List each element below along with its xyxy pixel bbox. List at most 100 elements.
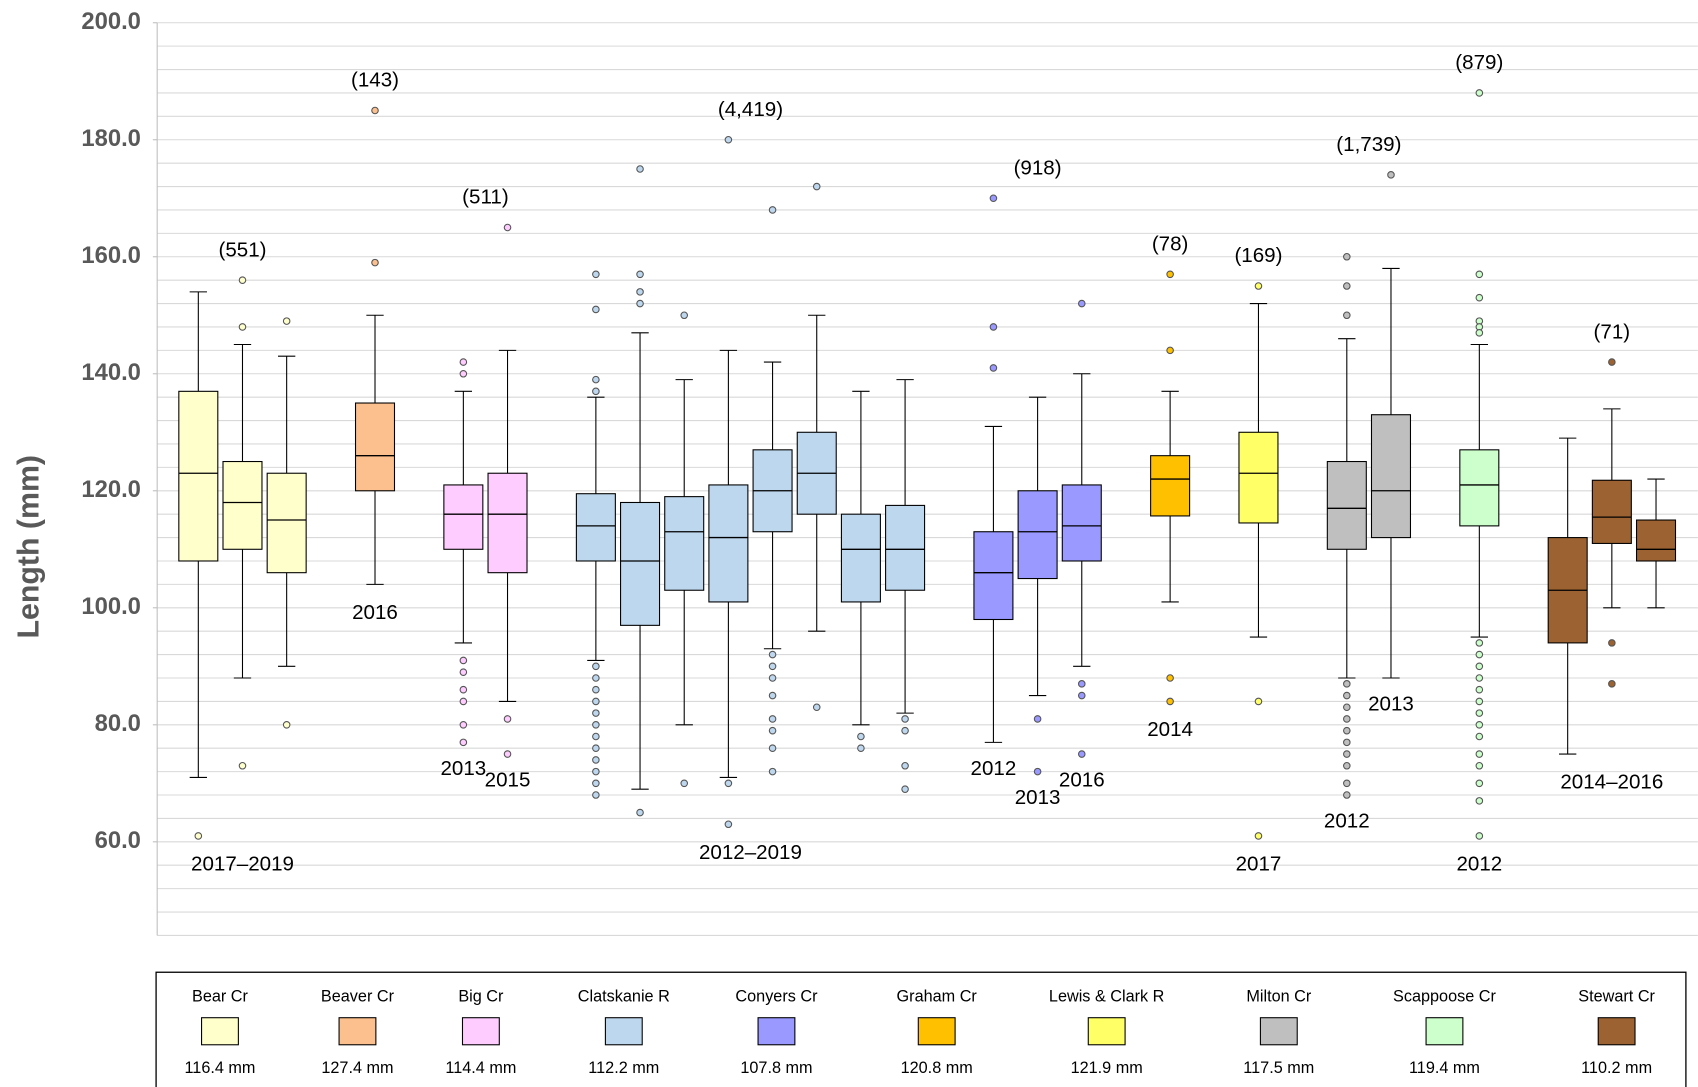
year-label: 2012 [971, 757, 1017, 780]
box [1017, 490, 1058, 580]
year-label: 2017 [1236, 853, 1282, 876]
legend-swatch [1259, 1017, 1298, 1046]
y-tick-label: 200.0 [81, 8, 141, 35]
box [354, 402, 396, 492]
outlier [812, 182, 821, 191]
outlier [989, 194, 998, 203]
outlier [592, 744, 600, 752]
box [487, 472, 528, 574]
outlier [1608, 680, 1616, 688]
year-label: 2017–2019 [191, 853, 294, 876]
outlier [1475, 685, 1484, 694]
year-label: 2016 [352, 601, 398, 624]
outlier [503, 750, 512, 758]
outlier [1343, 738, 1351, 747]
legend-name: Bear Cr [192, 987, 249, 1005]
outlier [592, 685, 600, 694]
outlier [459, 369, 468, 378]
count-label: (4,419) [718, 98, 783, 121]
outlier [1077, 691, 1086, 700]
year-label: 2012 [1324, 810, 1370, 833]
outlier [1166, 697, 1174, 706]
outlier [636, 165, 644, 173]
outlier [238, 276, 247, 284]
outlier [680, 779, 689, 788]
outlier [459, 656, 468, 665]
outlier [459, 738, 468, 747]
legend-summary: 119.4 mm [1409, 1059, 1480, 1077]
legend-summary: 120.8 mm [901, 1059, 973, 1077]
outlier [459, 668, 468, 676]
count-label: (551) [218, 238, 266, 261]
box [1370, 414, 1412, 539]
outlier [768, 767, 777, 776]
outlier [1343, 680, 1351, 688]
outlier [1475, 89, 1484, 97]
year-label: 2013 [1368, 693, 1414, 716]
outlier [1475, 761, 1484, 770]
outlier [1077, 750, 1086, 758]
box [1326, 460, 1367, 550]
year-label: 2016 [1059, 769, 1105, 792]
outlier [1033, 767, 1042, 776]
outlier [1475, 779, 1484, 788]
count-label: (143) [351, 69, 399, 92]
outlier [592, 674, 600, 682]
outlier [592, 756, 600, 764]
legend-swatch [1087, 1017, 1126, 1046]
year-label: 2013 [440, 757, 486, 780]
box [222, 460, 263, 550]
outlier [1475, 639, 1484, 647]
outlier [768, 650, 777, 659]
y-axis-title: Length (mm) [13, 455, 46, 638]
legend-summary: 127.4 mm [321, 1059, 393, 1077]
legend-name: Clatskanie R [578, 987, 670, 1005]
outlier [1475, 721, 1484, 729]
outlier [1077, 299, 1086, 308]
box [178, 390, 219, 562]
outlier [724, 820, 733, 829]
outlier [459, 721, 468, 729]
legend-summary: 121.9 mm [1071, 1059, 1143, 1077]
outlier [1343, 252, 1351, 261]
legend-name: Beaver Cr [321, 987, 395, 1005]
outlier [1387, 171, 1395, 179]
outlier [592, 709, 600, 717]
legend-summary: 110.2 mm [1581, 1059, 1652, 1077]
outlier [680, 311, 689, 320]
box [1238, 431, 1279, 524]
legend-summary: 107.8 mm [740, 1059, 812, 1077]
outlier [636, 270, 644, 279]
outlier [1608, 358, 1616, 366]
outlier [989, 364, 998, 372]
outlier [371, 106, 379, 115]
outlier [768, 662, 777, 671]
outlier [371, 258, 379, 267]
outlier [592, 721, 600, 729]
box [1061, 484, 1102, 562]
year-label: 2014 [1147, 718, 1193, 741]
outlier [768, 674, 777, 682]
outlier [1254, 832, 1263, 840]
box [1635, 519, 1677, 562]
outlier [1475, 329, 1484, 337]
outlier [282, 317, 291, 325]
outlier [1475, 732, 1484, 741]
legend-name: Graham Cr [897, 987, 978, 1005]
outlier [592, 270, 600, 279]
outlier [768, 715, 777, 723]
count-label: (1,739) [1336, 133, 1401, 156]
outlier [857, 744, 865, 752]
outlier [1343, 761, 1351, 770]
box [620, 501, 661, 626]
box [1459, 449, 1500, 527]
outlier [1033, 715, 1042, 723]
outlier [1166, 270, 1174, 279]
outlier [1343, 311, 1351, 320]
box [1150, 455, 1191, 517]
legend-swatch [757, 1017, 796, 1046]
legend-name: Lewis & Clark R [1049, 987, 1164, 1005]
outlier [592, 375, 600, 384]
outlier [724, 135, 733, 144]
